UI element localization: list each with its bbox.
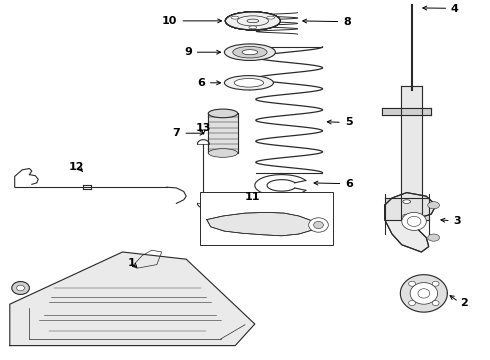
Ellipse shape (225, 12, 280, 30)
Ellipse shape (410, 283, 438, 304)
Ellipse shape (225, 12, 280, 30)
Text: 11: 11 (245, 192, 261, 202)
Ellipse shape (208, 109, 238, 118)
Text: 5: 5 (345, 117, 353, 127)
Ellipse shape (428, 234, 440, 241)
Polygon shape (10, 252, 255, 346)
Text: 12: 12 (69, 162, 85, 172)
Polygon shape (207, 212, 318, 236)
Ellipse shape (432, 301, 439, 306)
Text: 7: 7 (172, 128, 180, 138)
Text: 6: 6 (345, 179, 353, 189)
Text: 1: 1 (127, 258, 135, 268)
Ellipse shape (432, 281, 439, 286)
Ellipse shape (249, 26, 257, 29)
Text: 2: 2 (461, 298, 468, 308)
Text: 10: 10 (162, 16, 177, 26)
Ellipse shape (225, 12, 280, 30)
Polygon shape (400, 275, 447, 312)
Ellipse shape (403, 200, 411, 203)
Ellipse shape (233, 46, 267, 58)
Ellipse shape (225, 12, 280, 30)
Ellipse shape (409, 301, 416, 306)
Ellipse shape (402, 212, 426, 230)
Ellipse shape (418, 289, 430, 298)
Ellipse shape (17, 285, 24, 291)
Text: 8: 8 (343, 17, 351, 27)
Polygon shape (385, 193, 436, 252)
Ellipse shape (314, 221, 323, 229)
Text: 3: 3 (453, 216, 461, 226)
Ellipse shape (224, 44, 275, 60)
Ellipse shape (234, 78, 264, 87)
Ellipse shape (309, 218, 328, 232)
Text: 6: 6 (197, 78, 205, 88)
Ellipse shape (407, 216, 421, 226)
Ellipse shape (225, 12, 280, 30)
Ellipse shape (267, 16, 274, 19)
Ellipse shape (225, 12, 280, 30)
Ellipse shape (208, 149, 238, 157)
Ellipse shape (242, 50, 258, 55)
Ellipse shape (224, 76, 273, 90)
Ellipse shape (225, 12, 280, 30)
Ellipse shape (12, 282, 29, 294)
Ellipse shape (428, 202, 440, 209)
Ellipse shape (409, 281, 416, 286)
Text: 9: 9 (184, 47, 192, 57)
Text: 4: 4 (451, 4, 459, 14)
Ellipse shape (231, 16, 239, 19)
Ellipse shape (403, 214, 411, 218)
Bar (200, 192, 333, 245)
Ellipse shape (225, 12, 280, 30)
Text: 13: 13 (196, 123, 211, 133)
